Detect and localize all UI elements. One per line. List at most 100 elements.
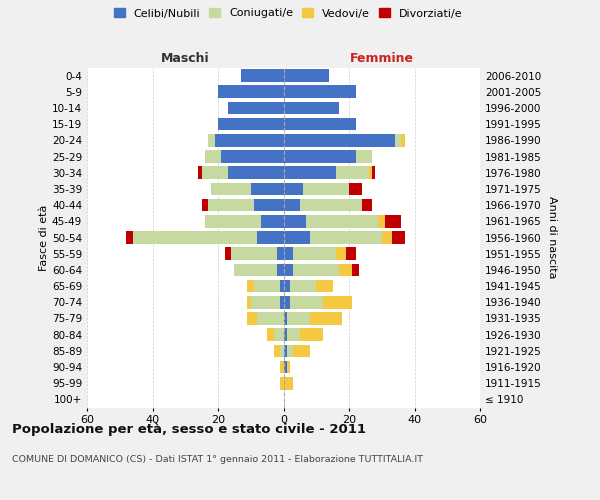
Bar	[323, 296, 352, 308]
Bar	[284, 102, 339, 114]
Bar	[346, 248, 356, 260]
Bar	[274, 344, 280, 357]
Bar	[280, 296, 284, 308]
Bar	[202, 199, 208, 211]
Bar	[284, 280, 290, 292]
Bar	[257, 231, 284, 244]
Bar	[336, 166, 368, 179]
Bar	[284, 182, 303, 195]
Bar	[133, 231, 257, 244]
Bar	[205, 150, 221, 163]
Bar	[284, 344, 287, 357]
Text: Femmine: Femmine	[350, 52, 414, 65]
Bar	[356, 150, 372, 163]
Bar	[310, 231, 382, 244]
Bar	[284, 150, 356, 163]
Bar	[300, 199, 362, 211]
Bar	[284, 296, 290, 308]
Bar	[290, 296, 323, 308]
Bar	[284, 328, 287, 341]
Bar	[274, 328, 284, 341]
Bar	[284, 86, 356, 98]
Bar	[284, 248, 293, 260]
Bar	[287, 312, 310, 325]
Bar	[284, 166, 336, 179]
Bar	[127, 231, 133, 244]
Bar	[208, 134, 215, 146]
Bar	[307, 215, 379, 228]
Bar	[284, 199, 300, 211]
Bar	[316, 280, 332, 292]
Bar	[247, 280, 254, 292]
Bar	[379, 215, 385, 228]
Bar	[280, 377, 284, 390]
Bar	[224, 248, 231, 260]
Bar	[218, 86, 284, 98]
Bar	[267, 328, 274, 341]
Bar	[202, 166, 228, 179]
Bar	[293, 248, 336, 260]
Bar	[280, 280, 284, 292]
Bar	[280, 344, 284, 357]
Bar	[382, 231, 392, 244]
Bar	[277, 264, 284, 276]
Bar	[215, 134, 284, 146]
Bar	[284, 377, 293, 390]
Bar	[254, 280, 280, 292]
Bar	[247, 312, 257, 325]
Bar	[336, 248, 346, 260]
Bar	[218, 118, 284, 130]
Bar	[300, 328, 323, 341]
Bar	[284, 312, 287, 325]
Bar	[231, 248, 277, 260]
Bar	[372, 166, 375, 179]
Bar	[251, 296, 280, 308]
Bar	[247, 296, 251, 308]
Bar	[199, 166, 202, 179]
Text: Popolazione per età, sesso e stato civile - 2011: Popolazione per età, sesso e stato civil…	[12, 422, 366, 436]
Bar	[401, 134, 404, 146]
Bar	[284, 118, 356, 130]
Bar	[287, 344, 293, 357]
Bar	[280, 360, 284, 374]
Bar	[211, 182, 251, 195]
Bar	[284, 264, 293, 276]
Bar	[241, 70, 284, 82]
Bar	[293, 264, 339, 276]
Bar	[260, 215, 284, 228]
Bar	[228, 102, 284, 114]
Bar	[208, 199, 254, 211]
Y-axis label: Anni di nascita: Anni di nascita	[547, 196, 557, 279]
Legend: Celibi/Nubili, Coniugati/e, Vedovi/e, Divorziati/e: Celibi/Nubili, Coniugati/e, Vedovi/e, Di…	[113, 8, 463, 18]
Bar	[287, 360, 290, 374]
Bar	[221, 150, 284, 163]
Bar	[254, 199, 284, 211]
Bar	[303, 182, 349, 195]
Bar	[339, 264, 352, 276]
Bar	[395, 134, 401, 146]
Bar	[284, 134, 395, 146]
Bar	[362, 199, 372, 211]
Bar	[290, 280, 316, 292]
Bar	[235, 264, 277, 276]
Y-axis label: Fasce di età: Fasce di età	[39, 204, 49, 270]
Bar	[349, 182, 362, 195]
Bar	[293, 344, 310, 357]
Bar	[392, 231, 404, 244]
Bar	[251, 182, 284, 195]
Bar	[284, 215, 307, 228]
Bar	[284, 360, 287, 374]
Text: Maschi: Maschi	[161, 52, 209, 65]
Bar	[385, 215, 401, 228]
Bar	[205, 215, 260, 228]
Bar	[257, 312, 284, 325]
Bar	[352, 264, 359, 276]
Bar	[287, 328, 300, 341]
Bar	[368, 166, 372, 179]
Bar	[284, 70, 329, 82]
Bar	[228, 166, 284, 179]
Text: COMUNE DI DOMANICO (CS) - Dati ISTAT 1° gennaio 2011 - Elaborazione TUTTITALIA.I: COMUNE DI DOMANICO (CS) - Dati ISTAT 1° …	[12, 455, 423, 464]
Bar	[284, 231, 310, 244]
Bar	[310, 312, 343, 325]
Bar	[277, 248, 284, 260]
